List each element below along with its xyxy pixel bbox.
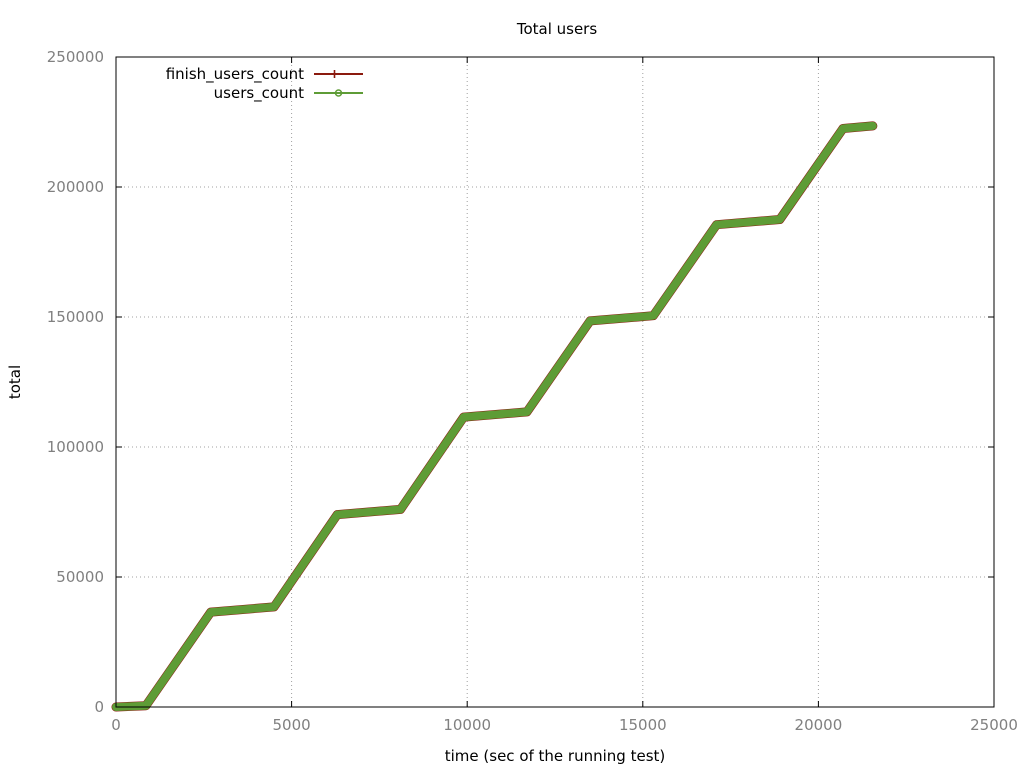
x-tick-label: 20000 — [795, 716, 843, 734]
x-tick-label: 10000 — [443, 716, 491, 734]
y-tick-label: 0 — [94, 698, 104, 716]
chart-title: Total users — [516, 20, 598, 38]
x-tick-label: 0 — [111, 716, 121, 734]
series-line-users_count — [112, 121, 877, 711]
plot-border — [115, 56, 995, 708]
y-tick-label: 250000 — [47, 48, 104, 66]
y-tick-label: 100000 — [47, 438, 104, 456]
series-layer — [111, 121, 878, 712]
x-tick-label: 5000 — [273, 716, 311, 734]
legend-marker-circle — [334, 89, 343, 97]
y-tick-label: 150000 — [47, 308, 104, 326]
x-tick-label: 15000 — [619, 716, 667, 734]
legend-label: finish_users_count — [166, 65, 304, 84]
y-tick-label: 50000 — [56, 568, 104, 586]
legend-marker-plus — [330, 70, 339, 78]
x-tick-label: 25000 — [970, 716, 1018, 734]
ticks: 0 5000 10000 15000 20000 25000050000100000150… — [47, 48, 1018, 734]
y-tick-label: 200000 — [47, 178, 104, 196]
legend-label: users_count — [214, 84, 304, 103]
y-axis-title: total — [6, 365, 24, 399]
x-axis-title: time (sec of the running test) — [445, 747, 666, 765]
